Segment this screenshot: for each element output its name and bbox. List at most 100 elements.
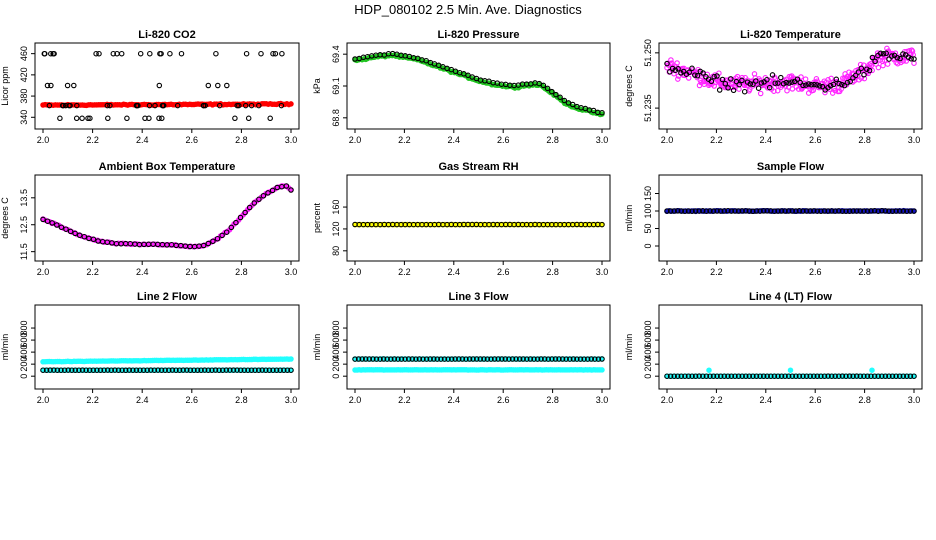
- data-point: [886, 373, 892, 379]
- data-point: [853, 373, 860, 379]
- y-tick-label: 420: [19, 67, 29, 82]
- data-point: [908, 56, 914, 62]
- data-point: [746, 373, 753, 379]
- data-point: [67, 102, 73, 109]
- y-tick-label: 800: [19, 321, 29, 336]
- data-point: [388, 356, 394, 362]
- data-point: [527, 356, 534, 362]
- data-point: [269, 187, 276, 194]
- x-tick-label: 3.0: [285, 267, 298, 277]
- data-point: [846, 208, 853, 214]
- chart-panel-6: Sample Flow ml/min 2.0 2.2 2.4 2.6 2.8 3.0 0 50 10…: [624, 161, 923, 277]
- data-point: [463, 356, 469, 362]
- data-point: [825, 77, 831, 83]
- series-pressure-main: [352, 52, 605, 118]
- chart-title: Sample Flow: [757, 161, 825, 173]
- data-point: [768, 208, 774, 214]
- data-point: [708, 78, 715, 85]
- data-point: [886, 208, 892, 214]
- data-point: [841, 82, 848, 89]
- data-point: [146, 102, 153, 109]
- data-point: [811, 208, 817, 214]
- data-point: [263, 367, 269, 373]
- data-point: [884, 61, 891, 67]
- data-point: [223, 229, 230, 235]
- data-point: [278, 102, 285, 109]
- x-tick-label: 2.0: [37, 135, 50, 145]
- y-tick-label: 400: [643, 345, 653, 360]
- y-axis-label: Licor ppm: [0, 66, 10, 106]
- plot-frame: [34, 42, 300, 130]
- y-tick-label: 200: [19, 357, 29, 372]
- data-point: [796, 373, 803, 379]
- data-point: [884, 45, 890, 52]
- x-tick-label: 2.4: [136, 395, 149, 405]
- data-point: [110, 50, 117, 57]
- x-tick-label: 2.8: [546, 267, 559, 277]
- data-point: [156, 82, 163, 89]
- data-point: [775, 80, 781, 86]
- data-point: [787, 367, 794, 373]
- data-point: [807, 373, 813, 379]
- data-point: [811, 373, 817, 379]
- data-point: [893, 208, 899, 214]
- data-point: [879, 208, 885, 214]
- data-point: [789, 373, 796, 379]
- data-point: [549, 88, 555, 95]
- data-point: [821, 208, 828, 214]
- x-tick-label: 2.8: [858, 395, 871, 405]
- chart-title: Ambient Box Temperature: [99, 161, 236, 173]
- y-tick-label: 13.5: [19, 189, 29, 207]
- data-point: [86, 367, 93, 373]
- y-tick-label: 50: [643, 223, 653, 233]
- x-tick-label: 2.4: [136, 267, 149, 277]
- data-point: [434, 356, 441, 362]
- data-point: [880, 51, 887, 57]
- data-point: [732, 208, 738, 214]
- x-tick-label: 2.6: [497, 267, 510, 277]
- data-point: [159, 115, 165, 122]
- y-axis-label: degrees C: [624, 65, 634, 107]
- data-point: [377, 356, 383, 362]
- y-axis-label: ml/min: [624, 334, 634, 361]
- page-title: HDP_080102 2.5 Min. Ave. Diagnostics: [354, 2, 582, 17]
- data-point: [861, 373, 867, 379]
- y-tick-label: 600: [19, 333, 29, 348]
- x-tick-label: 3.0: [596, 135, 609, 145]
- data-point: [155, 367, 161, 373]
- data-point: [728, 76, 734, 82]
- data-point: [595, 356, 602, 362]
- data-point: [176, 367, 183, 373]
- data-point: [255, 367, 262, 373]
- data-point: [778, 373, 785, 379]
- data-point: [789, 208, 796, 214]
- data-point: [771, 88, 777, 94]
- plot-frame: [34, 304, 300, 390]
- chart-title: Li-820 Pressure: [438, 29, 520, 41]
- data-point: [674, 373, 681, 379]
- data-point: [63, 226, 69, 232]
- data-point: [567, 356, 573, 362]
- data-point: [907, 373, 914, 379]
- data-point: [832, 208, 838, 214]
- data-point: [753, 78, 759, 84]
- data-point: [438, 356, 444, 362]
- data-point: [484, 356, 491, 362]
- data-point: [541, 356, 548, 362]
- data-point: [889, 208, 896, 214]
- chart-title: Line 4 (LT) Flow: [749, 291, 832, 303]
- data-point: [216, 102, 223, 109]
- data-point: [793, 208, 799, 214]
- data-point: [733, 78, 740, 85]
- data-point: [151, 367, 158, 373]
- data-point: [871, 208, 878, 214]
- data-point: [549, 356, 555, 362]
- y-tick-label: 160: [331, 200, 341, 215]
- data-point: [904, 373, 910, 379]
- data-point: [900, 373, 907, 379]
- y-tick-label: 120: [331, 221, 341, 236]
- data-point: [258, 50, 264, 57]
- data-point: [819, 83, 826, 90]
- data-point: [893, 373, 899, 379]
- data-point: [753, 208, 760, 214]
